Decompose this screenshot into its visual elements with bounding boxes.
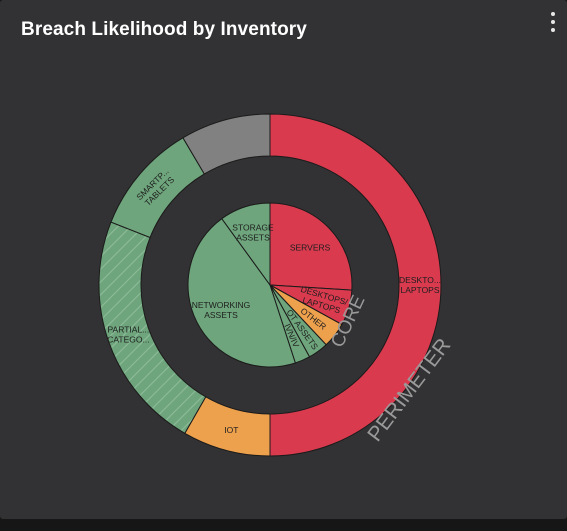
card-title: Breach Likelihood by Inventory [21, 19, 307, 40]
outer-segment-label: DESKTO... LAPTOPS [399, 275, 441, 295]
outer-segment-deskto-laptops[interactable] [269, 113, 442, 457]
inner-segment-storage-assets[interactable] [221, 202, 271, 287]
inner-segment-label: SERVERS [290, 242, 331, 252]
outer-segment-label: IOT [224, 425, 238, 435]
inner-segment-label: STORAGE ASSETS [232, 223, 274, 243]
inner-segment-label: NETWORKING ASSETS [192, 300, 251, 320]
inner-segment-networking-assets[interactable] [187, 217, 296, 368]
outer-segment-label: PARTIAL... CATEGO... [107, 324, 149, 344]
inner-segment-servers[interactable] [269, 202, 353, 291]
outer-segment-segment-4[interactable] [182, 113, 271, 175]
more-vert-icon[interactable] [545, 10, 561, 34]
breach-likelihood-card: Breach Likelihood by Inventory SERVERS DE… [0, 0, 567, 519]
